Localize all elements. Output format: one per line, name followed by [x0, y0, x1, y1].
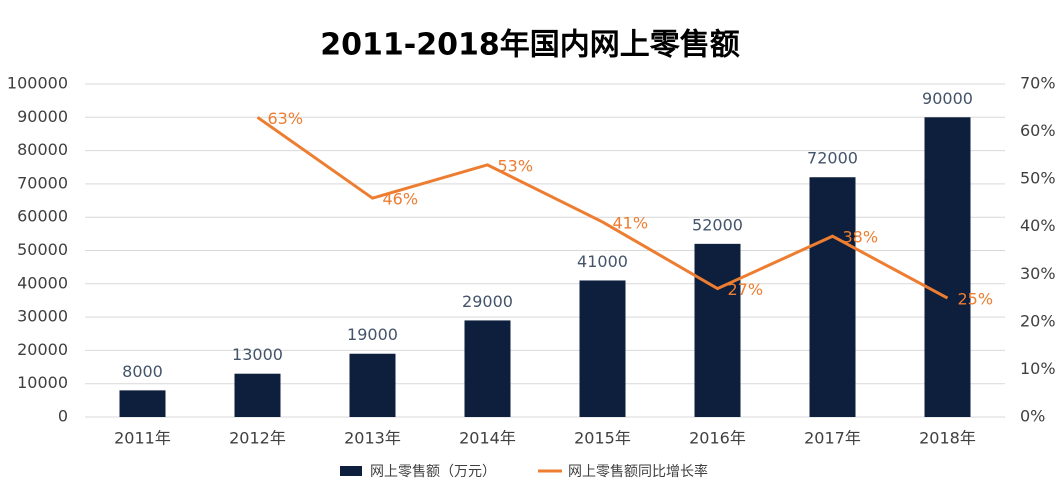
bar-value-label: 90000 [922, 89, 973, 108]
bar-value-label: 8000 [122, 362, 163, 381]
x-tick-label: 2013年 [344, 429, 401, 448]
bar-value-label: 72000 [807, 149, 858, 168]
bar [579, 280, 626, 417]
y2-tick-label: 70% [1020, 74, 1056, 93]
y-tick-label: 50000 [17, 240, 68, 259]
x-tick-label: 2016年 [689, 429, 746, 448]
bar [694, 243, 741, 417]
bar-value-label: 41000 [577, 252, 628, 271]
x-tick-label: 2018年 [919, 429, 976, 448]
line-value-label: 53% [498, 156, 534, 175]
y2-tick-label: 50% [1020, 169, 1056, 188]
y-tick-label: 0 [58, 407, 68, 426]
x-tick-label: 2017年 [804, 429, 861, 448]
bar [464, 320, 511, 417]
line-value-label: 25% [958, 290, 994, 309]
y-tick-label: 100000 [7, 74, 68, 93]
y-tick-label: 30000 [17, 307, 68, 326]
legend-swatch [340, 466, 362, 476]
line-value-label: 38% [843, 228, 879, 247]
legend-label: 网上零售额同比增长率 [568, 463, 708, 480]
y-tick-label: 70000 [17, 173, 68, 192]
y2-tick-label: 60% [1020, 121, 1056, 140]
y-tick-label: 60000 [17, 207, 68, 226]
x-tick-label: 2011年 [114, 429, 171, 448]
legend-label: 网上零售额（万元） [370, 464, 496, 480]
y-tick-label: 80000 [17, 140, 68, 159]
y-tick-label: 40000 [17, 273, 68, 292]
bar [119, 390, 166, 417]
y2-tick-label: 30% [1020, 264, 1056, 283]
bar-value-label: 19000 [347, 325, 398, 344]
bar-value-label: 29000 [462, 292, 513, 311]
bar [809, 177, 856, 417]
bar-value-label: 13000 [232, 345, 283, 364]
bar [234, 373, 281, 417]
bar [349, 353, 396, 417]
x-tick-label: 2015年 [574, 429, 631, 448]
y2-tick-label: 40% [1020, 216, 1056, 235]
bar-value-label: 52000 [692, 215, 743, 234]
line-value-label: 46% [383, 190, 419, 209]
y-tick-label: 20000 [17, 340, 68, 359]
line-value-label: 41% [613, 213, 649, 232]
y-tick-label: 90000 [17, 107, 68, 126]
y-tick-label: 10000 [17, 373, 68, 392]
y2-tick-label: 10% [1020, 359, 1056, 378]
x-tick-label: 2014年 [459, 429, 516, 448]
bar [924, 117, 971, 418]
y2-tick-label: 20% [1020, 311, 1056, 330]
y2-tick-label: 0% [1020, 407, 1045, 426]
line-value-label: 27% [728, 280, 764, 299]
x-tick-label: 2012年 [229, 429, 286, 448]
line-value-label: 63% [268, 109, 304, 128]
line [256, 116, 949, 300]
chart-title: 2011-2018年国内网上零售额 [320, 28, 739, 63]
